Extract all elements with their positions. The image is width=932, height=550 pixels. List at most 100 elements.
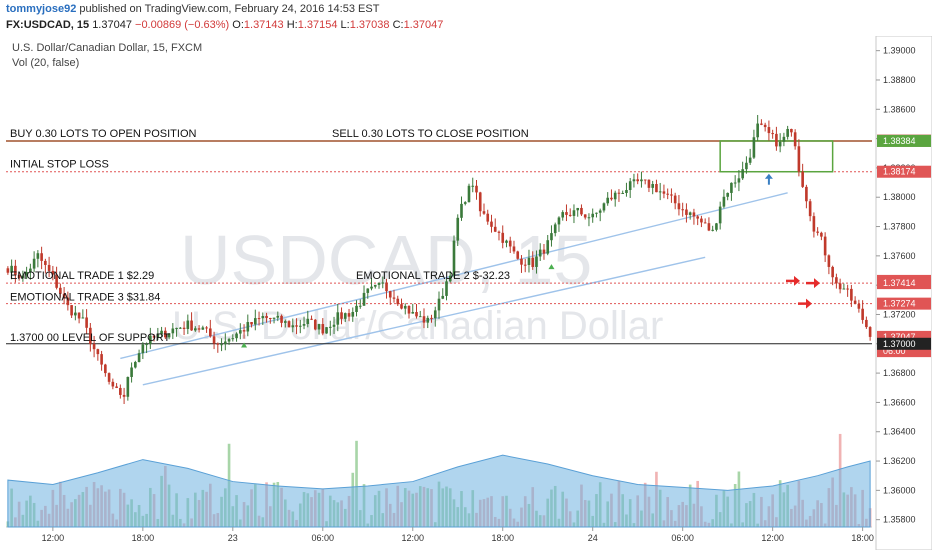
candle <box>516 250 520 260</box>
candle <box>145 342 148 354</box>
candle-body <box>418 316 422 318</box>
candle-body <box>655 184 658 193</box>
candle-body <box>850 288 853 301</box>
candle <box>865 316 868 329</box>
candle-body <box>797 146 801 172</box>
candle <box>617 189 621 202</box>
candle <box>433 306 437 327</box>
candle-body <box>647 179 651 188</box>
candle-body <box>835 277 838 284</box>
candle-body <box>782 136 786 142</box>
price-label-box <box>877 165 931 178</box>
candle-body <box>775 133 778 147</box>
candle <box>396 295 400 306</box>
candle-body <box>212 336 216 344</box>
candle <box>568 208 572 217</box>
candle <box>343 312 347 322</box>
candle <box>268 317 272 324</box>
candle-body <box>235 333 238 339</box>
candle <box>205 326 208 333</box>
candle <box>677 194 681 216</box>
price-label-text: 1.37414 <box>883 278 916 288</box>
price-chart[interactable]: USDCAD, 15U.S. Dollar/Canadian DollarBUY… <box>0 36 932 550</box>
candle <box>793 129 797 150</box>
candle-body <box>790 128 793 133</box>
candle-body <box>546 240 550 254</box>
candle <box>748 148 752 165</box>
candle-body <box>25 272 28 276</box>
candle <box>775 126 778 151</box>
candle <box>407 305 411 319</box>
axis-price-label: 1.38174 <box>877 165 931 178</box>
candle <box>122 387 126 404</box>
candle <box>651 180 655 195</box>
y-tick-label: 1.36800 <box>883 368 916 378</box>
watermark-name: U.S. Dollar/Canadian Dollar <box>172 304 663 348</box>
candle-body <box>482 211 486 214</box>
x-tick-label: 24 <box>588 533 598 543</box>
author-link[interactable]: tommyjose92 <box>6 3 77 15</box>
candle-body <box>160 330 163 335</box>
candle-body <box>718 206 722 224</box>
candle <box>216 342 220 353</box>
candle-body <box>520 258 523 265</box>
candle-body <box>580 207 583 215</box>
candle-body <box>561 212 565 218</box>
candle <box>737 170 741 192</box>
candle-body <box>317 324 321 330</box>
candle <box>276 311 280 322</box>
candle <box>242 324 246 339</box>
candle <box>572 204 576 224</box>
candle <box>366 288 370 299</box>
candle <box>418 310 422 318</box>
axis-price-label: 1.38384 <box>877 134 931 147</box>
candle-body <box>272 317 276 319</box>
candle <box>430 314 433 323</box>
candle <box>598 208 602 222</box>
candle <box>846 284 849 297</box>
candle <box>358 299 362 309</box>
candle <box>752 129 756 159</box>
candle-body <box>666 193 669 195</box>
candle <box>62 287 66 305</box>
candle <box>336 304 340 332</box>
candle-body <box>411 312 415 314</box>
candle <box>362 285 366 306</box>
x-tick-label: 12:00 <box>401 533 424 543</box>
y-tick-label: 1.38600 <box>883 104 916 114</box>
candle-body <box>677 203 681 210</box>
candle-body <box>752 137 756 158</box>
candle-body <box>853 300 857 304</box>
candle <box>583 214 587 220</box>
candle <box>47 256 51 278</box>
candle <box>253 309 257 331</box>
candle <box>730 182 733 201</box>
candle-body <box>328 326 332 328</box>
candle-body <box>613 192 617 200</box>
candle <box>640 171 643 188</box>
candle-body <box>209 328 212 337</box>
y-tick-label: 1.37600 <box>883 251 916 261</box>
candle-body <box>640 179 643 182</box>
candle-body <box>89 327 92 344</box>
candle <box>482 203 486 215</box>
candle <box>126 376 130 401</box>
candle <box>235 332 238 342</box>
candle-body <box>583 214 587 218</box>
candle-body <box>190 320 193 331</box>
candle-body <box>771 133 774 135</box>
axis-price-label: 1.37000 <box>877 337 931 350</box>
candle <box>74 305 77 321</box>
candle <box>119 384 122 399</box>
candle-body <box>257 318 261 320</box>
arrow-head <box>794 275 800 286</box>
candle-body <box>55 274 58 288</box>
candle <box>351 307 355 322</box>
candle-body <box>733 182 737 184</box>
candle-body <box>36 253 40 259</box>
candle <box>370 278 373 291</box>
candle-body <box>149 335 152 345</box>
x-tick-label: 06:00 <box>312 533 335 543</box>
price-label-text: 1.38174 <box>883 167 916 177</box>
candle <box>280 314 283 328</box>
